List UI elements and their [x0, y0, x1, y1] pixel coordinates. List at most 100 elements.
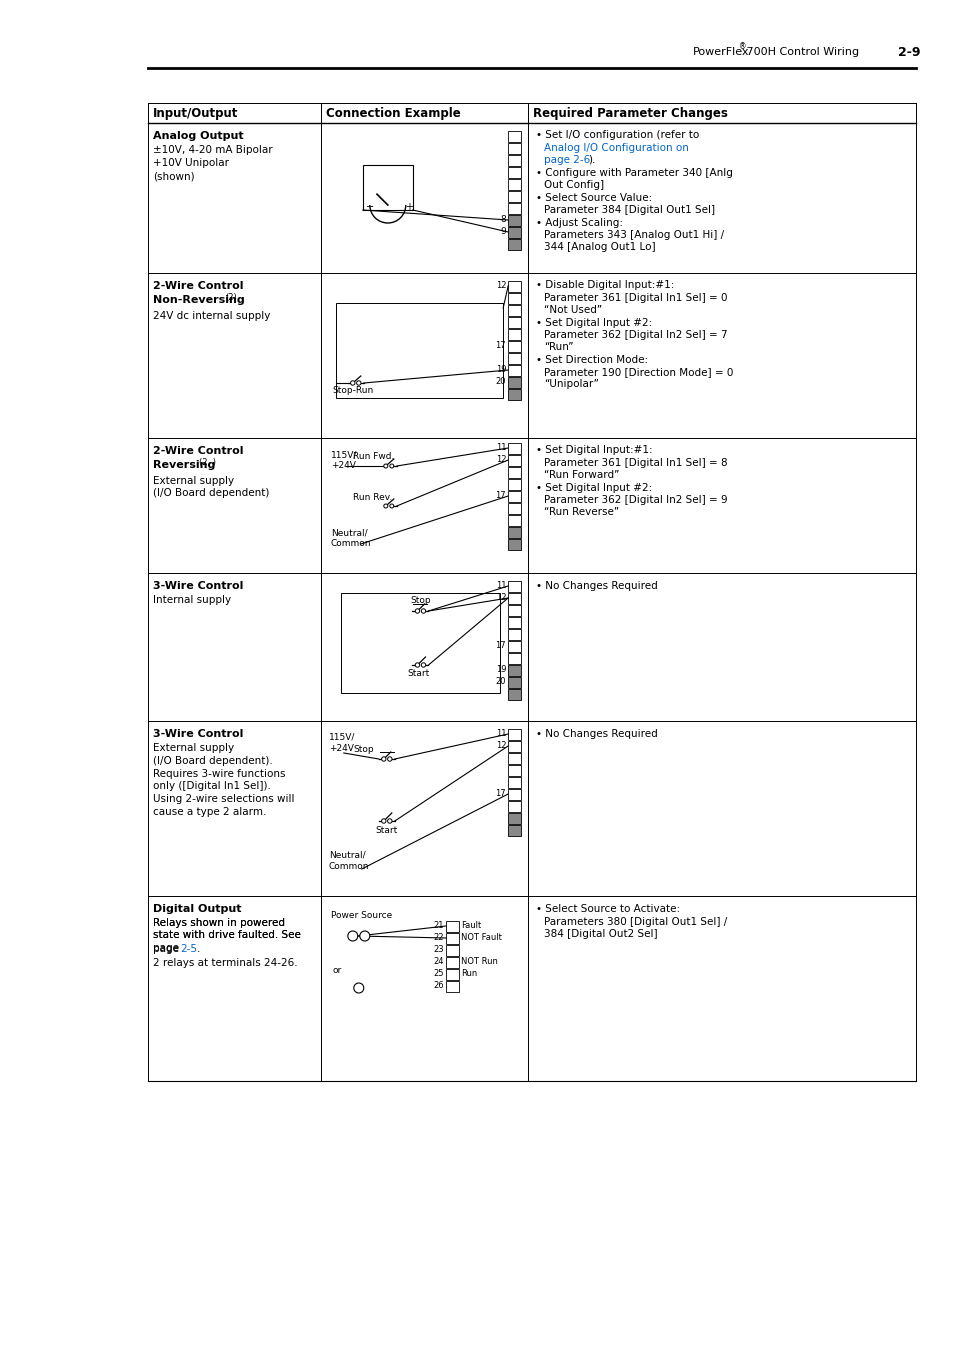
Text: Common: Common [331, 539, 371, 548]
Text: 19: 19 [496, 366, 506, 374]
Text: 22: 22 [433, 933, 443, 942]
Bar [508, 143, 520, 154]
Text: 2 relays at terminals 24-26.: 2 relays at terminals 24-26. [152, 958, 297, 968]
Bar [508, 329, 520, 340]
Text: 2-Wire Control: 2-Wire Control [152, 446, 243, 456]
Circle shape [421, 663, 425, 667]
Bar [508, 765, 520, 776]
Text: • Disable Digital Input:#1:: • Disable Digital Input:#1: [536, 279, 674, 290]
Text: 12: 12 [496, 455, 506, 464]
Text: Neutral/: Neutral/ [329, 850, 365, 860]
Text: 2-5: 2-5 [180, 944, 196, 954]
Text: page 2-6: page 2-6 [543, 155, 590, 165]
Text: 19: 19 [496, 666, 506, 675]
Text: “Run Forward”: “Run Forward” [543, 470, 618, 481]
Text: Stop-Run: Stop-Run [332, 386, 373, 396]
Text: • Select Source Value:: • Select Source Value: [536, 193, 652, 202]
Bar [362, 165, 413, 211]
Bar [508, 617, 520, 628]
Bar [508, 352, 520, 365]
Text: ).: ). [588, 155, 595, 165]
Text: External supply
(I/O Board dependent).
Requires 3-wire functions
only ([Digital : External supply (I/O Board dependent). R… [152, 743, 294, 817]
Text: Relays shown in powered
state with drive faulted. See
page: Relays shown in powered state with drive… [152, 918, 300, 953]
Text: Digital Output: Digital Output [152, 904, 241, 914]
Circle shape [387, 819, 392, 823]
Bar [508, 753, 520, 764]
Bar [508, 688, 520, 701]
Bar [508, 504, 520, 514]
Bar [508, 180, 520, 190]
Bar [508, 666, 520, 676]
Text: 12: 12 [496, 282, 506, 290]
Text: 12: 12 [496, 741, 506, 751]
Text: “Run Reverse”: “Run Reverse” [543, 508, 618, 517]
Text: • Set Digital Input #2:: • Set Digital Input #2: [536, 483, 652, 493]
Text: • Adjust Scaling:: • Adjust Scaling: [536, 217, 622, 228]
Text: Parameter 190 [Direction Mode] = 0: Parameter 190 [Direction Mode] = 0 [543, 367, 733, 377]
Text: Input/Output: Input/Output [152, 107, 238, 120]
Text: 24V dc internal supply: 24V dc internal supply [152, 310, 270, 321]
Text: PowerFlex: PowerFlex [692, 47, 749, 57]
Text: • Set Direction Mode:: • Set Direction Mode: [536, 355, 648, 364]
Bar [508, 389, 520, 400]
Text: External supply
(I/O Board dependent): External supply (I/O Board dependent) [152, 477, 269, 498]
Circle shape [354, 983, 363, 994]
Text: “Not Used”: “Not Used” [543, 305, 601, 315]
Bar [508, 317, 520, 328]
Bar [508, 593, 520, 603]
Text: +: + [404, 202, 413, 212]
Text: Run Rev.: Run Rev. [353, 493, 392, 502]
Circle shape [351, 381, 355, 385]
Text: 12: 12 [496, 594, 506, 602]
Circle shape [390, 504, 394, 508]
Text: Parameters 380 [Digital Out1 Sel] /: Parameters 380 [Digital Out1 Sel] / [543, 917, 726, 927]
Text: • Select Source to Activate:: • Select Source to Activate: [536, 904, 679, 914]
Bar [508, 813, 520, 823]
Bar [508, 801, 520, 811]
Text: Required Parameter Changes: Required Parameter Changes [533, 107, 727, 120]
Bar [508, 741, 520, 752]
Text: 17: 17 [495, 790, 506, 798]
Text: 115V/: 115V/ [331, 450, 356, 459]
Bar [508, 455, 520, 466]
Text: 384 [Digital Out2 Sel]: 384 [Digital Out2 Sel] [543, 929, 658, 940]
Bar [335, 302, 502, 398]
Text: or: or [333, 967, 342, 975]
Text: 20: 20 [496, 378, 506, 386]
Bar [340, 593, 499, 693]
Text: (2, ): (2, ) [199, 458, 215, 467]
Text: (2): (2) [225, 293, 236, 302]
Text: 115V/: 115V/ [329, 733, 355, 743]
Text: Power Source: Power Source [331, 911, 392, 919]
Bar [508, 641, 520, 652]
Bar [508, 629, 520, 640]
Text: Analog Output: Analog Output [152, 131, 243, 140]
Bar [508, 825, 520, 836]
Text: +24V: +24V [331, 460, 355, 470]
Bar [508, 778, 520, 788]
Text: Relays shown in powered
state with drive faulted. See: Relays shown in powered state with drive… [152, 918, 300, 941]
Bar [445, 945, 458, 956]
Bar [508, 443, 520, 454]
Text: Run: Run [460, 969, 476, 979]
Text: • Configure with Parameter 340 [Anlg: • Configure with Parameter 340 [Anlg [536, 167, 732, 178]
Text: Parameter 361 [Digital In1 Sel] = 8: Parameter 361 [Digital In1 Sel] = 8 [543, 458, 727, 468]
Text: 17: 17 [495, 491, 506, 501]
Bar [445, 981, 458, 992]
Bar [508, 131, 520, 142]
Bar [508, 788, 520, 801]
Bar [508, 479, 520, 490]
Bar [508, 215, 520, 225]
Text: Parameter 362 [Digital In2 Sel] = 9: Parameter 362 [Digital In2 Sel] = 9 [543, 495, 727, 505]
Text: 3-Wire Control: 3-Wire Control [152, 729, 243, 738]
Text: NOT Run: NOT Run [460, 957, 497, 967]
Text: +24V: +24V [329, 744, 354, 753]
Text: Out Config]: Out Config] [543, 180, 603, 190]
Text: −: − [365, 202, 374, 212]
Text: 700H Control Wiring: 700H Control Wiring [742, 47, 859, 57]
Text: Non-Reversing: Non-Reversing [152, 296, 245, 305]
Text: ®: ® [739, 42, 745, 51]
Text: 17: 17 [495, 641, 506, 651]
Bar [508, 293, 520, 304]
Text: .: . [196, 944, 200, 954]
